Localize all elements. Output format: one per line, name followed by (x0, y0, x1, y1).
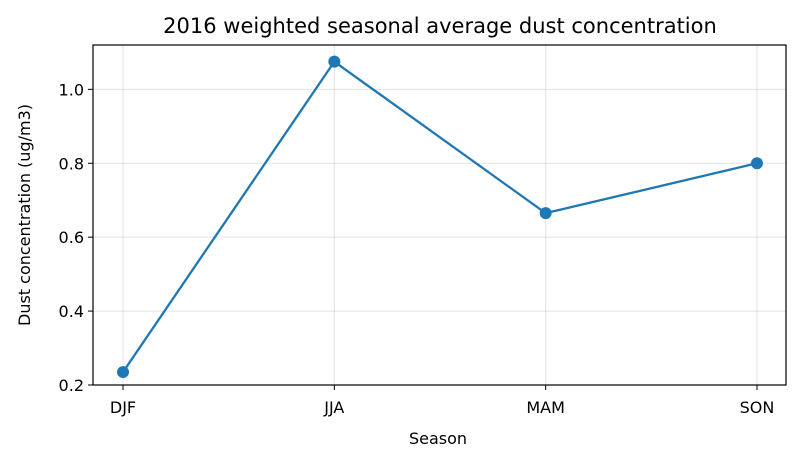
data-point-jja (328, 55, 341, 68)
y-tick-label: 1.0 (59, 80, 84, 99)
chart-title: 2016 weighted seasonal average dust conc… (163, 14, 717, 38)
data-point-mam (539, 207, 552, 220)
x-tick-label: DJF (110, 398, 136, 417)
data-point-son (751, 157, 763, 170)
y-tick-label: 0.6 (59, 228, 84, 247)
plot-frame (92, 44, 787, 386)
y-axis-label: Dust concentration (ug/m3) (15, 104, 34, 326)
grid (93, 45, 786, 386)
data-series (117, 55, 763, 379)
y-tick-label: 0.4 (59, 302, 84, 321)
x-tick-label: SON (740, 398, 775, 417)
data-point-djf (117, 366, 129, 379)
series-line (122, 60, 758, 373)
y-tick-label: 0.8 (59, 154, 84, 173)
y-tick-label: 0.2 (59, 376, 84, 395)
x-tick-label: JJA (323, 398, 344, 417)
x-axis-label: Season (409, 429, 467, 448)
axis-ticks: DJF JJA MAM SON 0.2 0.4 0.6 0.8 1.0 (59, 80, 775, 417)
x-tick-label: MAM (526, 398, 565, 417)
